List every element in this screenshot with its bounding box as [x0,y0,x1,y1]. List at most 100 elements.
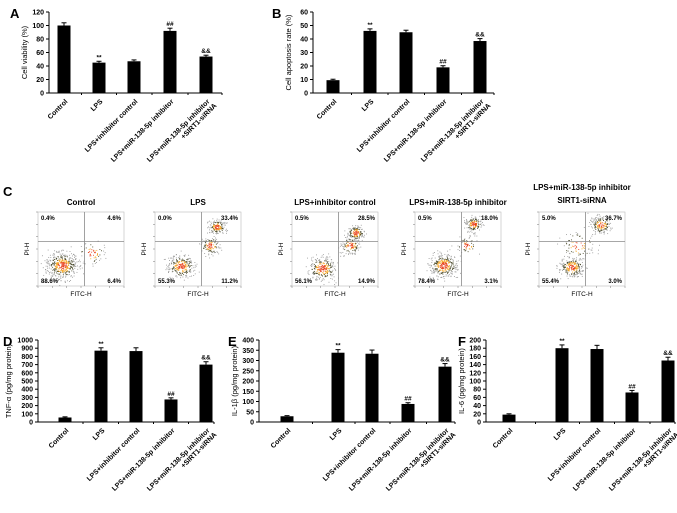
event-dot [480,223,482,225]
event-dot [444,266,446,268]
event-dot [575,264,577,266]
event-dot [65,267,67,269]
category-label: LPS+miR-138-5p inhibitor [572,427,638,493]
event-dot [464,245,466,247]
bar [331,352,345,422]
event-dot [181,259,183,261]
event-dot [477,220,479,222]
event-dot [354,243,356,245]
event-dot [349,242,351,244]
event-dot [600,227,602,229]
event-dot [361,233,363,234]
event-dot [573,263,575,265]
event-dot [64,259,66,260]
event-dot [54,270,56,272]
x-axis-label: FITC-H [324,291,346,298]
event-dot [104,252,106,254]
event-dot [564,267,566,269]
event-dot [50,257,52,259]
event-dot [359,234,361,236]
event-dot [446,275,448,277]
event-dot [359,229,361,231]
event-dot [173,263,175,265]
event-dot [75,258,77,260]
event-dot [432,277,434,279]
event-dot [186,264,188,266]
event-dot [210,242,212,244]
event-dot [606,220,608,222]
y-tick-label: 700 [21,362,33,369]
event-dot [563,266,565,268]
bar [625,392,639,422]
event-dot [335,282,337,284]
event-dot [356,233,358,235]
event-dot [80,265,82,267]
event-dot [568,265,570,267]
event-dot [52,263,54,265]
event-dot [568,263,570,265]
event-dot [61,253,63,255]
event-dot [569,253,571,255]
event-dot [436,262,438,264]
event-dot [326,271,328,273]
event-dot [581,259,583,261]
panel-label: F [458,334,466,349]
event-dot [446,266,448,268]
event-dot [215,231,216,233]
event-dot [444,261,446,263]
event-dot [445,268,446,270]
event-dot [440,272,442,274]
event-dot [465,242,467,244]
event-dot [350,234,352,236]
event-dot [317,258,318,260]
event-dot [177,268,178,270]
event-dot [567,250,569,252]
event-dot [602,231,604,233]
event-dot [454,256,456,258]
event-dot [332,266,334,268]
event-dot [347,245,349,247]
event-dot [576,269,578,271]
event-dot [169,262,171,264]
event-dot [209,242,211,243]
event-dot [356,228,358,230]
event-dot [354,247,356,248]
event-dot [475,225,477,227]
event-dot [69,257,71,259]
event-dot [324,265,326,267]
event-dot [605,226,607,227]
event-dot [211,238,213,240]
event-dot [215,225,216,227]
event-dot [308,273,310,275]
event-dot [452,268,454,270]
event-dot [443,260,445,262]
event-dot [441,266,443,268]
event-dot [217,226,219,228]
event-dot [58,250,60,252]
event-dot [459,249,461,251]
event-dot [172,258,174,260]
category-label: LPS+miR-138-5p inhibitor [110,98,176,164]
event-dot [218,247,220,249]
event-dot [451,271,453,272]
event-dot [448,266,450,268]
event-dot [207,221,209,223]
event-dot [65,258,66,260]
event-dot [182,264,184,266]
event-dot [479,229,480,231]
event-dot [578,271,580,273]
event-dot [574,276,576,277]
event-dot [208,248,210,250]
event-dot [58,263,60,265]
event-dot [593,220,595,222]
event-dot [220,220,222,222]
event-dot [60,257,62,259]
event-dot [577,233,579,235]
event-dot [446,267,448,269]
event-dot [179,274,181,276]
event-dot [224,221,226,223]
event-dot [443,278,445,280]
event-dot [215,222,217,224]
event-dot [574,263,576,265]
